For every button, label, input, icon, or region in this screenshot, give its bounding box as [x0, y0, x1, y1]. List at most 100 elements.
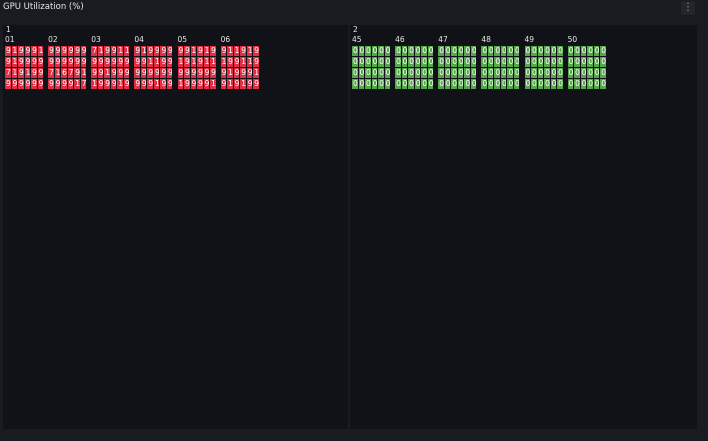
gpu-cell[interactable]: 96	[74, 57, 80, 67]
gpu-cell[interactable]: 0	[580, 68, 587, 78]
gpu-cell[interactable]: 100	[37, 46, 44, 56]
gpu-cell[interactable]: 95	[123, 57, 130, 67]
gpu-cell[interactable]: 0	[574, 46, 580, 56]
gpu-cell[interactable]: 96	[80, 57, 87, 67]
gpu-cell[interactable]: 96	[253, 46, 259, 56]
gpu-cell[interactable]: 100	[117, 79, 123, 89]
gpu-cell[interactable]: 0	[507, 57, 513, 67]
gpu-cell[interactable]: 96	[61, 46, 67, 56]
gpu-cell[interactable]: 100	[210, 57, 216, 67]
gpu-cell[interactable]: 0	[531, 68, 537, 78]
gpu-cell[interactable]: 0	[470, 57, 477, 67]
gpu-cell[interactable]: 0	[401, 46, 408, 56]
gpu-cell[interactable]: 0	[544, 79, 550, 89]
gpu-cell[interactable]: 97	[110, 68, 117, 78]
gpu-cell[interactable]: 96	[153, 68, 160, 78]
gpu-cell[interactable]: 98	[166, 57, 173, 67]
gpu-cell[interactable]: 97	[37, 79, 44, 89]
gpu-cell[interactable]: 0	[470, 79, 477, 89]
gpu-cell[interactable]: 97	[147, 68, 153, 78]
gpu-cell[interactable]: 97	[166, 68, 173, 78]
gpu-cell[interactable]: 100	[91, 79, 97, 89]
gpu-cell[interactable]: 70	[48, 68, 54, 78]
gpu-cell[interactable]: 97	[97, 68, 104, 78]
gpu-cell[interactable]: 0	[600, 57, 606, 67]
gpu-cell[interactable]: 0	[464, 68, 470, 78]
gpu-cell[interactable]: 0	[494, 57, 500, 67]
gpu-cell[interactable]: 98	[48, 57, 54, 67]
gpu-cell[interactable]: 0	[438, 57, 444, 67]
gpu-cell[interactable]: 96	[177, 46, 184, 56]
gpu-cell[interactable]: 100	[11, 46, 18, 56]
gpu-cell[interactable]: 0	[593, 79, 600, 89]
gpu-cell[interactable]: 0	[587, 46, 593, 56]
gpu-cell[interactable]: 0	[600, 46, 606, 56]
gpu-cell[interactable]: 97	[160, 57, 166, 67]
gpu-cell[interactable]: 95	[104, 57, 110, 67]
gpu-cell[interactable]: 97	[31, 79, 37, 89]
gpu-cell[interactable]: 0	[500, 68, 507, 78]
gpu-cell[interactable]: 0	[487, 46, 494, 56]
gpu-cell[interactable]: 0	[427, 46, 434, 56]
gpu-cell[interactable]: 0	[537, 79, 544, 89]
gpu-cell[interactable]: 0	[371, 68, 378, 78]
gpu-cell[interactable]: 0	[427, 68, 434, 78]
gpu-cell[interactable]: 98	[31, 46, 37, 56]
gpu-cell[interactable]: 100	[227, 46, 233, 56]
gpu-cell[interactable]: 97	[233, 57, 240, 67]
gpu-cell[interactable]: 100	[253, 68, 259, 78]
gpu-cell[interactable]: 0	[408, 57, 414, 67]
gpu-cell[interactable]: 0	[481, 68, 487, 78]
gpu-cell[interactable]: 100	[203, 46, 210, 56]
gpu-cell[interactable]: 0	[580, 46, 587, 56]
gpu-cell[interactable]: 0	[401, 68, 408, 78]
gpu-cell[interactable]: 0	[600, 68, 606, 78]
gpu-cell[interactable]: 0	[481, 57, 487, 67]
gpu-cell[interactable]: 98	[18, 46, 24, 56]
gpu-cell[interactable]: 95	[104, 46, 110, 56]
gpu-cell[interactable]: 100	[177, 79, 184, 89]
gpu-cell[interactable]: 100	[11, 57, 18, 67]
gpu-cell[interactable]: 0	[414, 79, 421, 89]
gpu-cell[interactable]: 0	[365, 79, 371, 89]
gpu-cell[interactable]: 0	[414, 68, 421, 78]
gpu-cell[interactable]: 0	[365, 46, 371, 56]
gpu-cell[interactable]: 0	[451, 57, 457, 67]
gpu-cell[interactable]: 96	[233, 68, 240, 78]
gpu-cell[interactable]: 77	[5, 68, 11, 78]
gpu-cell[interactable]: 98	[11, 79, 18, 89]
gpu-cell[interactable]: 0	[395, 68, 401, 78]
gpu-cell[interactable]: 100	[140, 46, 147, 56]
gpu-cell[interactable]: 0	[557, 79, 563, 89]
gpu-cell[interactable]: 0	[451, 46, 457, 56]
gpu-cell[interactable]: 0	[371, 79, 378, 89]
gpu-cell[interactable]: 0	[531, 57, 537, 67]
gpu-cell[interactable]: 69	[61, 68, 67, 78]
gpu-cell[interactable]: 100	[227, 68, 233, 78]
gpu-cell[interactable]: 76	[80, 79, 87, 89]
gpu-cell[interactable]: 100	[246, 57, 253, 67]
gpu-cell[interactable]: 0	[352, 79, 358, 89]
gpu-cell[interactable]: 95	[134, 68, 140, 78]
gpu-cell[interactable]: 0	[358, 57, 365, 67]
gpu-cell[interactable]: 0	[384, 57, 391, 67]
gpu-cell[interactable]: 0	[524, 79, 531, 89]
gpu-cell[interactable]: 100	[147, 57, 153, 67]
gpu-cell[interactable]: 0	[481, 46, 487, 56]
gpu-cell[interactable]: 0	[378, 57, 384, 67]
gpu-cell[interactable]: 97	[197, 68, 203, 78]
gpu-cell[interactable]: 95	[134, 46, 140, 56]
gpu-cell[interactable]: 0	[464, 46, 470, 56]
gpu-cell[interactable]: 0	[531, 79, 537, 89]
gpu-cell[interactable]: 0	[401, 79, 408, 89]
gpu-cell[interactable]: 0	[574, 68, 580, 78]
gpu-cell[interactable]: 96	[91, 68, 97, 78]
gpu-cell[interactable]: 0	[352, 68, 358, 78]
gpu-cell[interactable]: 0	[587, 68, 593, 78]
gpu-cell[interactable]: 100	[80, 68, 87, 78]
gpu-cell[interactable]: 97	[110, 57, 117, 67]
gpu-cell[interactable]: 98	[5, 57, 11, 67]
gpu-cell[interactable]: 100	[246, 46, 253, 56]
gpu-cell[interactable]: 97	[24, 57, 31, 67]
gpu-cell[interactable]: 95	[220, 68, 227, 78]
